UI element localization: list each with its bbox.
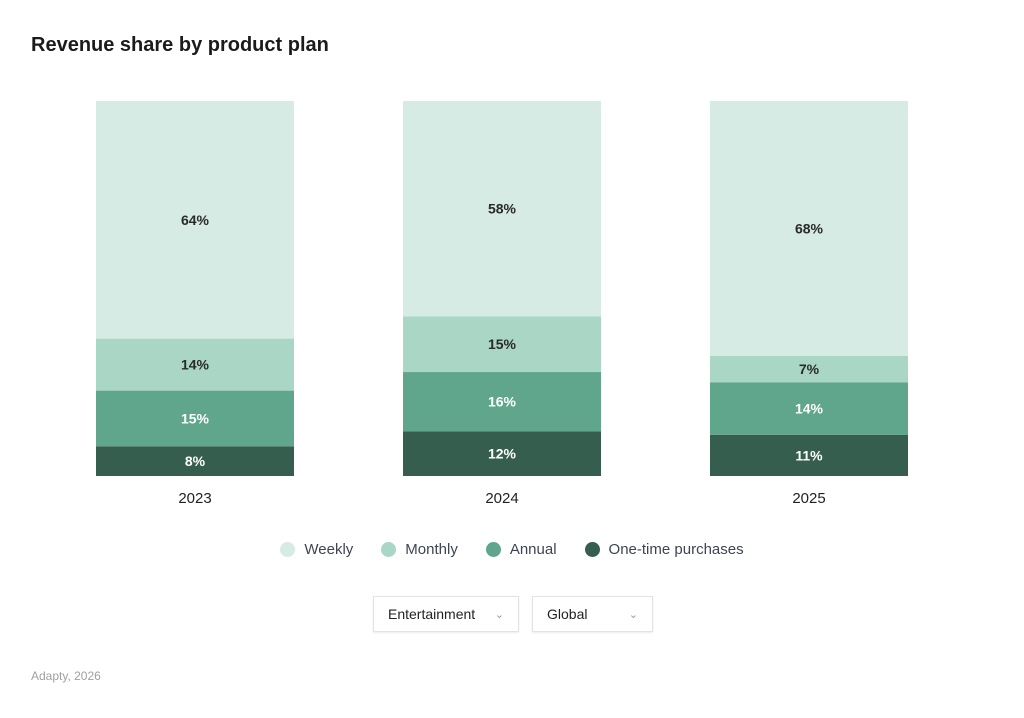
x-tick-label: 2024 — [485, 490, 518, 507]
bar-segment-annual-2023 — [96, 390, 294, 447]
legend-label: Weekly — [304, 541, 354, 558]
legend: Weekly Monthly Annual One-time purchases — [0, 541, 1024, 558]
bar-segment-weekly-2024 — [403, 101, 601, 317]
bar-segment-weekly-2023 — [96, 101, 294, 339]
data-label: 11% — [795, 447, 823, 463]
legend-swatch — [280, 542, 296, 557]
data-label: 14% — [181, 357, 210, 373]
legend-item-weekly[interactable]: Weekly — [280, 541, 353, 558]
bar-segment-one-time-purchases-2024 — [403, 431, 601, 476]
bar-segment-monthly-2025 — [710, 356, 908, 383]
data-label: 7% — [799, 361, 820, 377]
legend-item-annual[interactable]: Annual — [485, 541, 557, 558]
region-dropdown-value: Global — [547, 606, 588, 622]
legend-swatch — [584, 542, 600, 557]
bar-segment-weekly-2025 — [710, 101, 908, 356]
legend-label: One-time purchases — [608, 541, 744, 558]
chart-title: Revenue share by product plan — [31, 34, 329, 56]
legend-item-one-time[interactable]: One-time purchases — [584, 541, 744, 558]
source-footer: Adapty, 2026 — [31, 669, 101, 683]
x-tick-label: 2025 — [792, 490, 825, 507]
bar-segment-annual-2025 — [710, 382, 908, 435]
legend-label: Annual — [509, 541, 557, 558]
category-dropdown-value: Entertainment — [388, 606, 476, 622]
stacked-bar-chart: 8% 15% 14% 64% 2023 12% 16% 15% 58% 2024 11% 14% 7% 6… — [96, 101, 908, 507]
x-tick-label: 2023 — [178, 490, 211, 507]
data-label: 12% — [488, 446, 517, 462]
bar-segment-one-time-purchases-2023 — [96, 446, 294, 476]
data-label: 8% — [185, 453, 206, 469]
data-label: 16% — [488, 394, 517, 410]
data-label: 64% — [181, 212, 210, 228]
bar-segment-monthly-2023 — [96, 338, 294, 391]
legend-item-monthly[interactable]: Monthly — [381, 541, 458, 558]
legend-swatch — [485, 542, 501, 557]
legend-swatch — [381, 542, 397, 557]
region-dropdown[interactable]: Global ⌄ — [532, 596, 653, 632]
chevron-down-icon: ⌄ — [494, 608, 504, 621]
bar-segment-monthly-2024 — [403, 316, 601, 373]
bar-segment-one-time-purchases-2025 — [710, 434, 908, 476]
data-label: 15% — [488, 336, 517, 352]
bar-segment-annual-2024 — [403, 372, 601, 432]
data-label: 15% — [181, 410, 210, 426]
data-label: 14% — [795, 401, 824, 417]
legend-label: Monthly — [405, 541, 458, 558]
data-label: 58% — [488, 201, 517, 217]
chevron-down-icon: ⌄ — [628, 608, 638, 621]
data-label: 68% — [795, 221, 824, 237]
category-dropdown[interactable]: Entertainment ⌄ — [373, 596, 519, 632]
